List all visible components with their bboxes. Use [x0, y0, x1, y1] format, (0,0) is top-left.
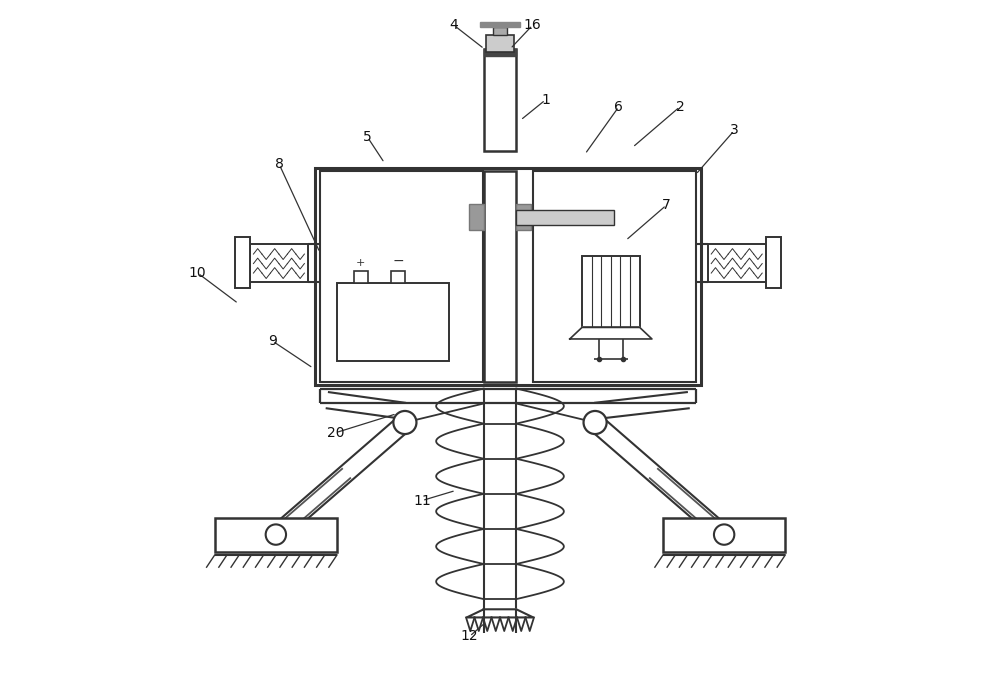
Text: 12: 12	[461, 629, 478, 643]
Text: 9: 9	[268, 334, 277, 348]
Circle shape	[266, 524, 286, 545]
Bar	[480, 23, 520, 27]
Bar	[484, 49, 516, 56]
Text: 2: 2	[676, 100, 684, 114]
Polygon shape	[570, 327, 652, 339]
Circle shape	[714, 524, 734, 545]
Polygon shape	[467, 609, 533, 617]
Bar	[215, 518, 337, 552]
Bar	[533, 171, 696, 382]
Bar	[235, 237, 250, 288]
Bar	[337, 283, 449, 361]
Bar	[484, 171, 516, 382]
Bar	[391, 271, 405, 283]
Bar	[469, 205, 484, 230]
Bar	[486, 35, 514, 53]
Text: 20: 20	[327, 426, 344, 440]
Text: −: −	[392, 254, 404, 267]
Bar	[484, 49, 516, 151]
Text: 11: 11	[413, 494, 431, 507]
Text: 16: 16	[524, 18, 541, 32]
Text: 4: 4	[449, 18, 458, 32]
Text: 1: 1	[541, 93, 550, 107]
Bar	[320, 171, 483, 382]
Bar	[516, 205, 531, 230]
Bar	[250, 244, 308, 282]
Text: 10: 10	[189, 266, 207, 280]
Bar	[516, 210, 614, 224]
Bar	[354, 271, 368, 283]
Text: 8: 8	[275, 158, 284, 171]
Circle shape	[584, 411, 607, 434]
Bar	[315, 168, 701, 385]
Bar	[493, 27, 507, 35]
Bar	[708, 244, 766, 282]
Text: 5: 5	[363, 130, 372, 144]
Text: 6: 6	[614, 100, 623, 114]
Text: 7: 7	[662, 198, 671, 212]
Text: 3: 3	[730, 123, 739, 138]
Bar	[582, 256, 640, 327]
Bar	[663, 518, 785, 552]
Circle shape	[393, 411, 416, 434]
Text: +: +	[356, 258, 365, 267]
Bar	[766, 237, 781, 288]
